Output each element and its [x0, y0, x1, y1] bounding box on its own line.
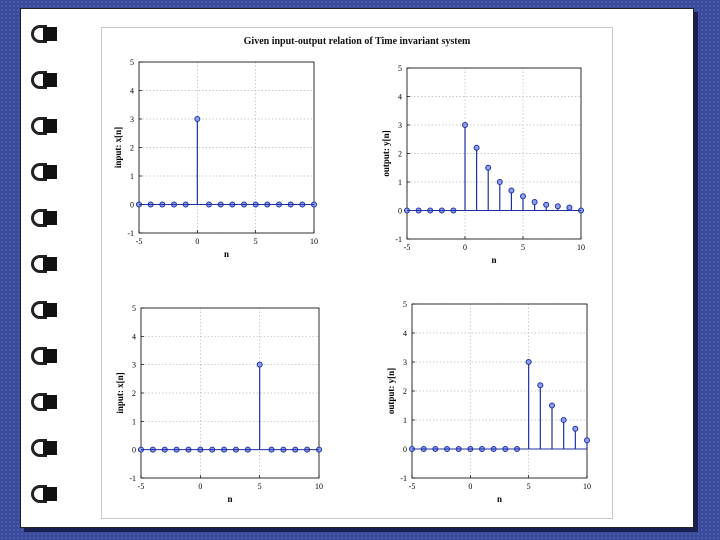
y-tick-label: 2 — [398, 150, 402, 159]
y-axis-label: output: y[n] — [381, 130, 391, 176]
y-tick-label: 4 — [130, 87, 134, 96]
y-tick-label: 3 — [403, 358, 407, 367]
subplot-top-right: -5 0 5 10 -1 0 1 2 3 4 5 n output: y[n] — [381, 64, 585, 265]
x-tick-label: 5 — [258, 482, 262, 491]
x-axis-label: n — [227, 494, 232, 504]
x-tick-label: 5 — [521, 243, 525, 252]
x-tick-label: 5 — [527, 482, 531, 491]
y-tick-label: 2 — [130, 144, 134, 153]
stem-marker — [194, 116, 201, 122]
stem-marker — [531, 198, 538, 205]
y-tick-label: 1 — [130, 172, 134, 181]
y-tick-label: 2 — [403, 387, 407, 396]
stem-marker — [473, 144, 480, 151]
figure-window: Given input-output relation of Time inva… — [101, 27, 613, 519]
y-tick-label: 5 — [130, 58, 134, 67]
stem-marker — [560, 417, 567, 423]
x-tick-label: -5 — [404, 243, 411, 252]
stem-marker — [543, 201, 550, 208]
y-tick-label: 0 — [130, 201, 134, 210]
x-tick-label: 10 — [583, 482, 591, 491]
figure-title: Given input-output relation of Time inva… — [243, 36, 471, 47]
slide: Given input-output relation of Time inva… — [20, 8, 694, 528]
y-tick-label: 0 — [132, 446, 136, 455]
stem-marker — [256, 361, 263, 368]
y-tick-label: 3 — [132, 361, 136, 370]
stem-marker — [462, 122, 468, 128]
y-tick-label: 4 — [132, 332, 136, 341]
x-tick-label: -5 — [138, 482, 145, 491]
stem-marker — [508, 187, 515, 194]
stem-marker — [520, 193, 526, 200]
stem-marker — [525, 359, 532, 365]
binder-ring-icon — [29, 209, 57, 227]
binder-ring-icon — [29, 71, 57, 89]
y-tick-label: 1 — [132, 417, 136, 426]
x-tick-label: 0 — [195, 237, 199, 246]
x-tick-label: 0 — [463, 243, 467, 252]
stem-marker — [566, 204, 573, 211]
stem-marker — [584, 437, 590, 444]
x-tick-label: -5 — [136, 237, 143, 246]
x-tick-label: 0 — [468, 482, 472, 491]
y-tick-label: 3 — [398, 121, 402, 130]
stem-marker — [554, 203, 561, 210]
binder-ring-icon — [29, 347, 57, 365]
binder-ring-icon — [29, 439, 57, 457]
binder-ring-icon — [29, 301, 57, 319]
y-tick-label: 4 — [403, 329, 407, 338]
x-tick-label: 5 — [254, 237, 258, 246]
x-tick-label: -5 — [409, 482, 416, 491]
subplot-bottom-left: -5 0 5 10 -1 0 1 2 3 4 5 n input: x[n] — [115, 304, 323, 504]
binder-ring-icon — [29, 393, 57, 411]
stem-marker — [549, 402, 555, 409]
x-tick-label: 10 — [310, 237, 318, 246]
y-tick-label: 5 — [132, 304, 136, 313]
y-tick-label: 5 — [398, 64, 402, 73]
stem-marker — [496, 179, 503, 185]
binder-ring-icon — [29, 485, 57, 503]
x-axis-label: n — [491, 255, 496, 265]
subplot-top-left: -5 0 5 10 -1 0 1 2 3 4 5 n input: x[n] — [113, 58, 318, 259]
y-tick-label: 5 — [403, 300, 407, 309]
binder-ring-icon — [29, 255, 57, 273]
y-tick-label: -1 — [395, 235, 402, 244]
stem-marker — [485, 164, 492, 171]
subplot-bottom-right: -5 0 5 10 -1 0 1 2 3 4 5 n output: y[n] — [386, 300, 591, 504]
y-tick-label: -1 — [400, 474, 407, 483]
binder-ring-icon — [29, 163, 57, 181]
binder-ring-icon — [29, 25, 57, 43]
stem-marker — [572, 425, 579, 432]
y-tick-label: 3 — [130, 115, 134, 124]
y-tick-label: 1 — [403, 416, 407, 425]
binder-ring-icon — [29, 117, 57, 135]
x-tick-label: 10 — [577, 243, 585, 252]
y-tick-label: 2 — [132, 389, 136, 398]
y-axis-label: input: x[n] — [115, 372, 125, 413]
y-tick-label: 0 — [403, 445, 407, 454]
x-axis-label: n — [224, 249, 229, 259]
y-tick-label: 1 — [398, 178, 402, 187]
y-tick-label: 4 — [398, 93, 402, 102]
x-tick-label: 0 — [198, 482, 202, 491]
y-axis-label: output: y[n] — [386, 368, 396, 414]
y-tick-label: -1 — [127, 229, 134, 238]
y-axis-label: input: x[n] — [113, 127, 123, 168]
y-tick-label: -1 — [129, 474, 136, 483]
x-axis-label: n — [497, 494, 502, 504]
stem-marker — [537, 382, 544, 389]
x-tick-label: 10 — [315, 482, 323, 491]
y-tick-label: 0 — [398, 207, 402, 216]
